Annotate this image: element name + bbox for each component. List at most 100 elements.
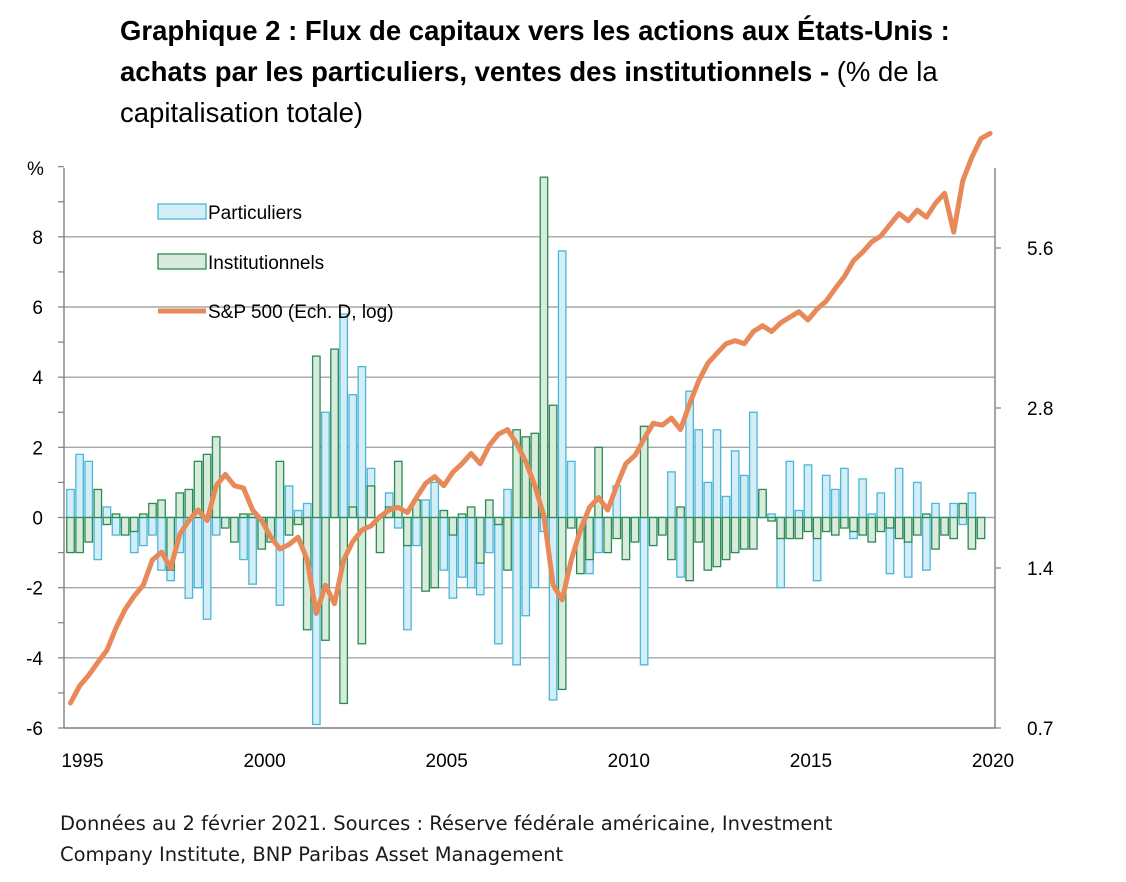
bar-institutionnels: [129, 516, 139, 533]
bar-institutionnels: [566, 516, 576, 529]
bar-institutionnels: [403, 516, 412, 547]
bar-institutionnels: [366, 485, 376, 519]
bar-institutionnels: [138, 513, 148, 519]
left-tick-label: 2: [32, 438, 43, 459]
bar-institutionnels: [931, 516, 940, 550]
bar-institutionnels: [421, 516, 430, 592]
bar-particuliers: [739, 474, 749, 519]
bar-particuliers: [958, 516, 968, 526]
bar-institutionnels: [849, 516, 858, 533]
bar-particuliers: [412, 516, 421, 547]
bar-particuliers: [730, 450, 740, 519]
bar-particuliers: [748, 411, 758, 519]
bar-particuliers: [521, 516, 531, 617]
bar-particuliers: [703, 481, 713, 519]
bar-particuliers: [193, 516, 203, 589]
bar-particuliers: [93, 516, 103, 561]
footnote: Données au 2 février 2021. Sources : Rés…: [60, 808, 1060, 870]
bar-particuliers: [84, 460, 94, 519]
bar-particuliers: [148, 516, 157, 536]
bar-particuliers: [931, 502, 940, 519]
bar-particuliers: [75, 453, 84, 519]
bar-particuliers: [430, 481, 440, 519]
right-tick-label: 2.8: [1027, 399, 1053, 420]
bar-institutionnels: [912, 516, 922, 536]
bar-institutionnels: [685, 516, 695, 582]
legend-swatch-institutionnels: [157, 253, 207, 270]
bar-institutionnels: [940, 516, 949, 536]
bar-particuliers: [484, 516, 494, 554]
bar-particuliers: [721, 495, 731, 519]
bar-institutionnels: [830, 516, 840, 536]
bar-institutionnels: [293, 516, 303, 526]
bar-institutionnels: [175, 492, 185, 519]
bar-particuliers: [566, 460, 576, 519]
bar-institutionnels: [639, 425, 649, 519]
bar-institutionnels: [557, 516, 567, 691]
bar-particuliers: [421, 499, 430, 519]
bar-particuliers: [676, 516, 685, 578]
bar-institutionnels: [876, 516, 886, 533]
bar-institutionnels: [648, 516, 658, 547]
bar-particuliers: [111, 516, 121, 536]
bar-institutionnels: [539, 176, 549, 519]
bar-particuliers: [712, 429, 722, 519]
bar-particuliers: [794, 509, 804, 519]
bar-particuliers: [785, 460, 795, 519]
bar-particuliers: [393, 516, 403, 529]
bar-institutionnels: [311, 355, 321, 519]
bar-institutionnels: [503, 516, 512, 571]
bar-institutionnels: [512, 429, 522, 519]
x-tick-label: 2010: [608, 751, 650, 772]
left-tick-label: -6: [26, 719, 43, 740]
legend-label-particuliers: Particuliers: [208, 203, 302, 224]
bar-institutionnels: [239, 513, 248, 519]
bar-institutionnels: [840, 516, 849, 529]
bar-institutionnels: [703, 516, 713, 571]
bar-particuliers: [339, 313, 349, 519]
bar-institutionnels: [585, 516, 594, 561]
bar-institutionnels: [921, 513, 931, 519]
bar-institutionnels: [284, 516, 294, 536]
bar-particuliers: [239, 516, 248, 561]
bar-institutionnels: [157, 499, 166, 519]
bar-institutionnels: [758, 488, 767, 519]
bar-institutionnels: [102, 516, 112, 526]
bar-institutionnels: [667, 516, 676, 561]
bar-particuliers: [949, 502, 959, 519]
bar-institutionnels: [548, 404, 558, 519]
x-tick-label: 1995: [61, 751, 103, 772]
bar-institutionnels: [967, 516, 977, 550]
bar-institutionnels: [949, 516, 959, 540]
bar-institutionnels: [858, 516, 868, 536]
bar-institutionnels: [630, 516, 640, 543]
bar-institutionnels: [603, 516, 613, 554]
left-axis-unit: %: [27, 159, 44, 180]
bar-institutionnels: [621, 516, 631, 561]
bar-particuliers: [102, 506, 112, 519]
bar-institutionnels: [494, 516, 503, 526]
bar-particuliers: [858, 478, 868, 519]
bar-institutionnels: [348, 506, 358, 519]
bar-institutionnels: [730, 516, 740, 554]
legend-label-sp500: S&P 500 (Ech. D, log): [208, 302, 394, 323]
bar-particuliers: [66, 488, 75, 519]
bar-particuliers: [202, 516, 212, 620]
bar-particuliers: [803, 464, 813, 519]
bar-particuliers: [840, 467, 849, 519]
bar-institutionnels: [66, 516, 75, 554]
bar-particuliers: [921, 516, 931, 571]
bar-particuliers: [439, 516, 449, 571]
bar-institutionnels: [220, 516, 230, 529]
bar-particuliers: [275, 516, 285, 606]
bar-institutionnels: [75, 516, 84, 554]
bar-institutionnels: [84, 516, 94, 543]
bar-institutionnels: [457, 513, 467, 519]
footnote-line-1: Données au 2 février 2021. Sources : Rés…: [60, 812, 833, 835]
chart-title-bold: Graphique 2 : Flux de capitaux vers les …: [120, 15, 950, 87]
bar-institutionnels: [339, 516, 349, 705]
bar-institutionnels: [821, 516, 831, 533]
left-tick-label: 4: [32, 368, 43, 389]
bar-institutionnels: [448, 516, 458, 536]
left-tick-label: 6: [32, 298, 43, 319]
